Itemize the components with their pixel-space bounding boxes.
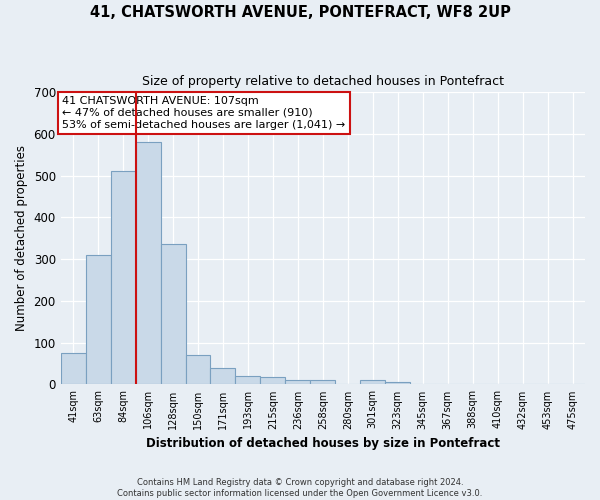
Text: 41, CHATSWORTH AVENUE, PONTEFRACT, WF8 2UP: 41, CHATSWORTH AVENUE, PONTEFRACT, WF8 2… — [89, 5, 511, 20]
Bar — [385, 382, 410, 384]
Bar — [161, 244, 185, 384]
Bar — [136, 142, 161, 384]
Bar — [310, 380, 335, 384]
Bar — [185, 355, 211, 384]
Bar — [86, 255, 110, 384]
Bar — [211, 368, 235, 384]
Text: 41 CHATSWORTH AVENUE: 107sqm
← 47% of detached houses are smaller (910)
53% of s: 41 CHATSWORTH AVENUE: 107sqm ← 47% of de… — [62, 96, 346, 130]
Y-axis label: Number of detached properties: Number of detached properties — [15, 145, 28, 331]
Title: Size of property relative to detached houses in Pontefract: Size of property relative to detached ho… — [142, 75, 504, 88]
Bar — [286, 380, 310, 384]
Bar — [360, 380, 385, 384]
Bar — [110, 172, 136, 384]
Bar — [61, 353, 86, 384]
Bar — [260, 377, 286, 384]
X-axis label: Distribution of detached houses by size in Pontefract: Distribution of detached houses by size … — [146, 437, 500, 450]
Bar — [235, 376, 260, 384]
Text: Contains HM Land Registry data © Crown copyright and database right 2024.
Contai: Contains HM Land Registry data © Crown c… — [118, 478, 482, 498]
